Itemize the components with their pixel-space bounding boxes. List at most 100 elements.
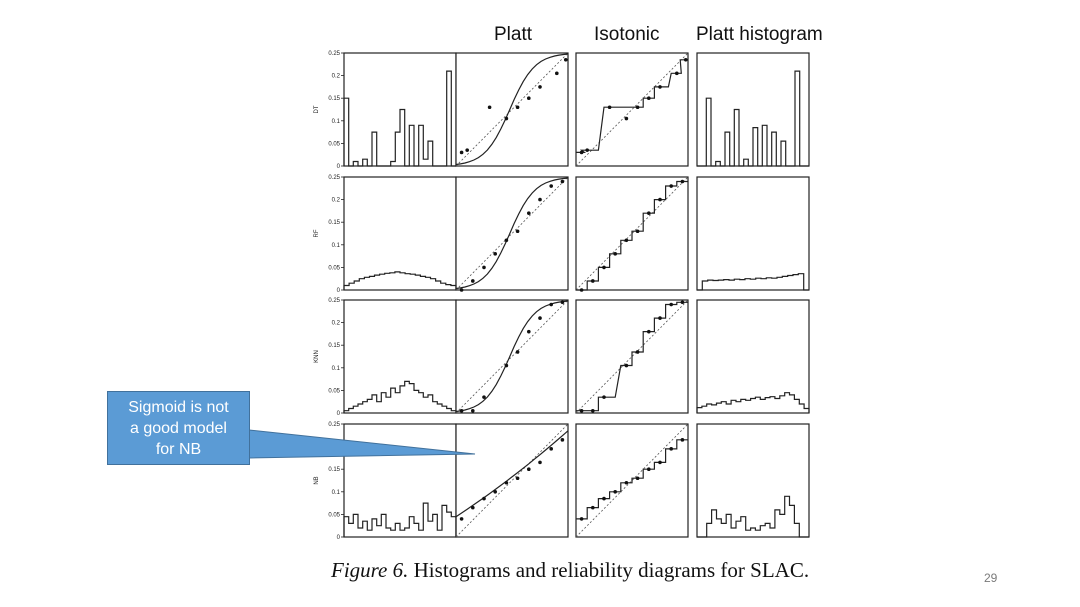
reliability-point [504,116,509,121]
score-histogram-bar [343,271,457,290]
reliability-point [647,96,651,100]
reliability-point [591,408,595,413]
reliability-point [471,505,475,510]
reliability-point [493,490,498,494]
reliability-point [658,460,662,465]
reliability-point [482,496,486,501]
platt-histogram-bar [697,495,809,538]
reliability-point [504,363,509,368]
reliability-point [515,476,520,481]
reliability-point [579,408,584,413]
reliability-point [647,211,651,215]
score-histogram-bar [343,70,456,167]
y-tick-label: 0 [337,164,341,170]
y-tick-label: 0 [337,411,341,417]
y-tick-label: 0.15 [328,343,340,349]
panel-frame [455,176,569,291]
panel-frame [696,176,810,291]
isotonic-step-line [576,301,688,412]
reliability-point [549,184,553,188]
panel-frame [343,299,457,414]
diagonal-reference [455,176,569,291]
reliability-point [669,184,673,188]
row-label-dt: DT [314,105,320,113]
isotonic-step-line [576,439,688,520]
y-tick-label: 0.05 [328,388,340,394]
y-tick-label: 0.05 [328,141,340,147]
diagonal-reference [455,423,569,538]
isotonic-step-line [576,59,688,153]
reliability-point [591,279,595,283]
caption-text: Histograms and reliability diagrams for … [408,558,810,582]
reliability-point [538,460,542,465]
reliability-point [635,476,640,481]
reliability-point [624,363,629,368]
diagonal-reference [455,52,569,167]
callout-line: for NB [155,441,202,458]
reliability-point [579,150,584,155]
reliability-point [504,480,509,485]
panel-frame [455,299,569,414]
y-tick-label: 0.05 [328,265,340,271]
column-title-platt-histogram: Platt histogram [696,24,823,45]
reliability-point [482,395,486,399]
y-tick-label: 0.15 [328,467,340,473]
reliability-point [493,252,498,256]
reliability-point [635,229,640,234]
reliability-point [579,517,584,521]
reliability-point [549,302,553,307]
reliability-point [471,408,475,413]
row-label-nb: NB [314,476,320,484]
panel-frame [696,299,810,414]
score-histogram-bar [343,502,457,537]
reliability-point [680,438,685,442]
reliability-point [515,229,520,234]
reliability-point [675,71,679,76]
column-title-platt: Platt [494,24,533,45]
y-tick-label: 0.2 [332,198,341,204]
diagonal-reference [575,423,689,538]
callout-box: Sigmoid is not a good model for NB [107,391,250,465]
platt-histogram-bar [697,273,809,291]
reliability-point [515,105,520,110]
reliability-point [527,329,531,334]
reliability-point [669,447,673,451]
reliability-point [624,238,629,243]
y-tick-label: 0.1 [332,243,341,249]
platt-histogram-bar [697,70,809,167]
y-tick-label: 0.1 [332,366,341,372]
reliability-point [607,105,612,110]
reliability-point [538,85,542,89]
reliability-point [459,517,464,521]
reliability-point [459,150,464,155]
panel-frame [343,423,457,538]
platt-sigmoid-curve [455,300,569,413]
reliability-point [624,480,629,485]
reliability-point [560,438,565,442]
reliability-point [465,148,470,152]
reliability-point [579,288,584,292]
reliability-point [680,300,685,305]
reliability-point [487,105,492,110]
isotonic-step-line [576,180,688,291]
platt-sigmoid-curve [455,177,569,290]
reliability-point [538,316,542,320]
reliability-point [647,329,651,334]
reliability-point [635,350,640,354]
reliability-point [658,85,662,89]
y-tick-label: 0.25 [328,51,340,57]
reliability-point [613,252,617,256]
reliability-point [459,408,464,413]
diagonal-reference [575,299,689,414]
reliability-point [504,238,509,243]
y-tick-label: 0.2 [332,74,341,80]
platt-sigmoid-curve [455,430,569,518]
platt-histogram-bar [696,392,810,413]
panel-frame [455,423,569,538]
y-tick-label: 0.25 [328,175,340,181]
row-label-knn: KNN [314,350,320,363]
y-tick-label: 0.05 [328,512,340,518]
diagonal-reference [455,299,569,414]
reliability-point [602,265,606,270]
